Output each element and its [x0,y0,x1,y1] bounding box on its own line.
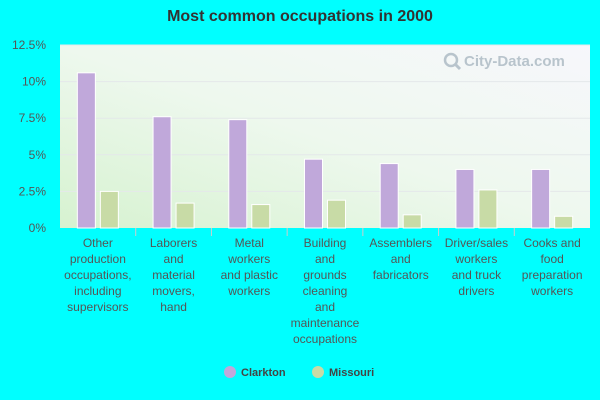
magnifier-icon [443,52,462,71]
bar-missouri [251,204,271,229]
bar-clarkton [76,72,96,229]
watermark-text: City-Data.com [464,53,565,70]
y-tick-label: 12.5% [12,38,46,52]
watermark: City-Data.com [443,52,565,71]
bar-clarkton [228,119,248,229]
bars [76,72,574,229]
legend-swatch [224,366,236,378]
category-label: Metal workers and plastic workers [221,236,278,298]
legend-label: Missouri [329,367,374,379]
bar-missouri [554,215,574,229]
category-label: Assemblers and fabricators [369,236,432,282]
bar-clarkton [455,168,475,229]
y-axis-ticks: 0% 2.5% 5% 7.5% 10% 12.5% [12,38,46,235]
bar-clarkton [531,168,551,229]
bar-clarkton [152,116,172,229]
y-tick-label: 10% [22,75,46,89]
gridlines [60,44,590,192]
legend: Clarkton Missouri [224,366,374,379]
bar-clarkton [304,158,323,229]
legend-label: Clarkton [241,367,286,379]
bar-missouri [402,214,422,229]
legend-item-missouri: Missouri [312,366,374,379]
y-tick-label: 5% [29,148,47,162]
y-tick-label: 0% [29,221,47,235]
category-label: Cooks and food preparation workers [522,236,583,298]
category-labels: Other production occupations, including supe… [64,228,583,346]
bar-missouri [327,199,346,229]
bar-missouri [478,189,498,229]
plot-background [60,45,590,228]
bar-clarkton [379,163,399,229]
y-tick-label: 7.5% [19,111,47,125]
category-label: Driver/sales workers and truck drivers [445,236,508,298]
category-label: Laborers and material movers, hand [150,236,197,314]
bar-missouri [99,190,119,229]
legend-item-clarkton: Clarkton [224,366,286,379]
category-label: Building and grounds cleaning and maintenance… [291,236,360,346]
bar-missouri [175,202,195,229]
y-tick-label: 2.5% [19,184,47,198]
legend-swatch [312,366,324,378]
chart-title: Most common occupations in 2000 [167,8,433,25]
category-label: Other production occupations, including supe… [64,236,131,314]
